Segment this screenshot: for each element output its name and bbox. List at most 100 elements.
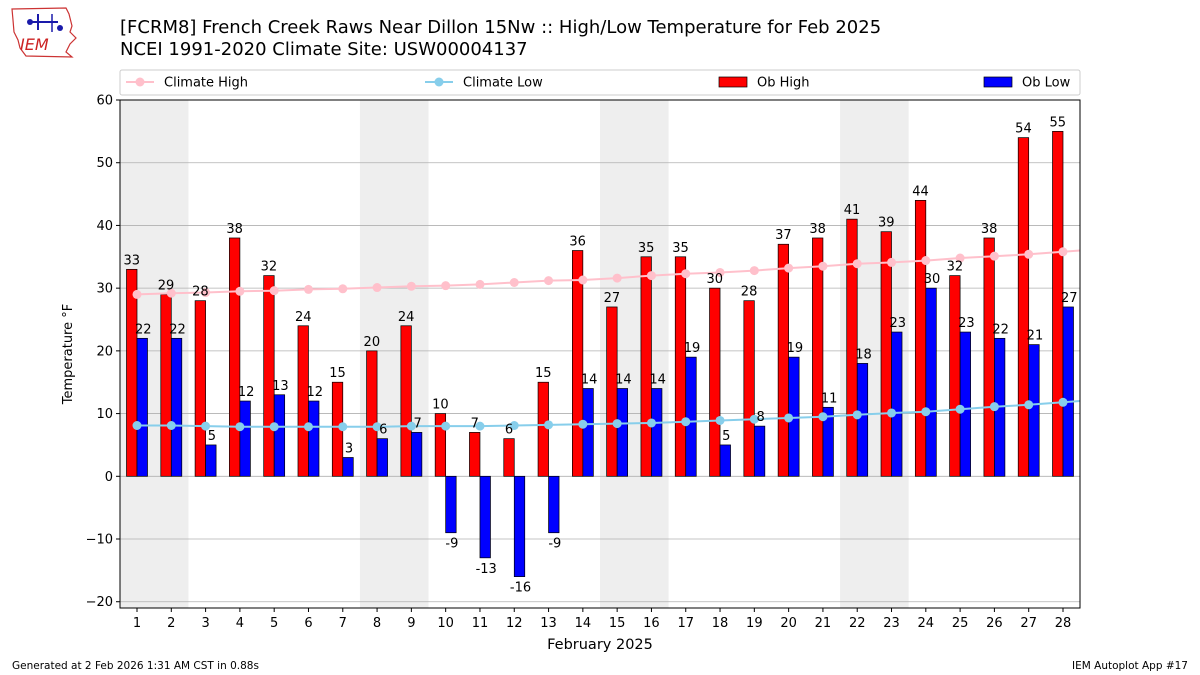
climate-high-point <box>578 275 588 285</box>
x-tick-label: 2 <box>167 616 175 631</box>
ob-high-label: 27 <box>604 291 621 306</box>
ob-high-bar <box>537 381 549 477</box>
x-tick-label: 27 <box>1020 616 1037 631</box>
climate-low-point <box>887 408 897 418</box>
ob-low-bar <box>342 457 354 477</box>
y-tick-label: 0 <box>105 470 113 485</box>
ob-high-label: 28 <box>741 285 758 300</box>
ob-high-bar <box>503 438 515 477</box>
climate-low-point <box>166 420 176 430</box>
ob-high-bar <box>297 325 309 477</box>
x-tick-label: 17 <box>677 616 694 631</box>
climate-low-point <box>612 419 622 429</box>
ob-high-label: 6 <box>505 423 513 438</box>
climate-low-point <box>784 413 794 423</box>
ob-high-bar <box>640 256 652 477</box>
ob-low-bar <box>273 394 286 477</box>
climate-low-point <box>989 402 999 412</box>
ob-high-label: 55 <box>1049 115 1066 130</box>
ob-low-bar <box>308 400 320 477</box>
x-tick-label: 26 <box>986 616 1003 631</box>
x-tick-label: 23 <box>883 616 900 631</box>
ob-low-bar <box>205 444 217 477</box>
ob-high-bar <box>914 199 927 477</box>
climate-low-point <box>303 422 313 432</box>
climate-low-point <box>955 404 965 414</box>
climate-low-point <box>338 422 348 432</box>
app-note: IEM Autoplot App #17 <box>1072 660 1188 672</box>
ob-low-label: -9 <box>445 537 458 552</box>
legend-label: Climate Low <box>463 76 543 91</box>
ob-high-bar <box>949 275 961 477</box>
ob-low-bar <box>136 337 148 477</box>
ob-high-label: 37 <box>775 228 792 243</box>
ob-low-bar <box>411 432 423 477</box>
legend-box <box>119 69 1081 96</box>
x-tick-label: 5 <box>270 616 278 631</box>
ob-high-bar <box>572 250 584 477</box>
x-tick-label: 24 <box>918 616 935 631</box>
climate-low-point <box>132 420 142 430</box>
ob-low-bar <box>1028 344 1040 477</box>
ob-high-bar <box>434 413 447 477</box>
x-tick-label: 11 <box>472 616 489 631</box>
climate-low-point <box>646 418 656 428</box>
climate-low-point <box>578 419 588 429</box>
ob-low-label: 22 <box>992 322 1009 337</box>
climate-low-point <box>681 417 691 427</box>
ob-high-label: 24 <box>295 310 312 325</box>
climate-high-point <box>1058 247 1068 257</box>
ob-low-label: 5 <box>208 429 216 444</box>
x-tick-label: 16 <box>643 616 660 631</box>
climate-high-point <box>715 267 725 277</box>
ob-low-label: 14 <box>649 372 666 387</box>
climate-high-point <box>441 281 451 291</box>
climate-high-point <box>784 263 794 273</box>
ob-high-label: 15 <box>535 366 552 381</box>
ob-low-label: 23 <box>889 316 906 331</box>
ob-low-label: 23 <box>958 316 975 331</box>
climate-high-point <box>166 288 176 298</box>
climate-high-point <box>887 257 897 267</box>
ob-low-bar <box>513 475 526 577</box>
ob-high-label: 35 <box>638 241 655 256</box>
ob-low-label: 14 <box>615 372 632 387</box>
legend-marker <box>434 77 444 87</box>
x-tick-label: 18 <box>712 616 729 631</box>
climate-low-point <box>715 415 725 425</box>
ob-high-label: 44 <box>912 184 929 199</box>
ob-low-bar <box>376 438 388 477</box>
ob-low-label: 3 <box>345 441 353 456</box>
ob-low-bar <box>548 475 560 534</box>
ob-low-bar <box>239 400 251 477</box>
ob-high-label: 35 <box>672 241 689 256</box>
ob-high-bar <box>777 243 789 477</box>
ob-low-label: 22 <box>169 322 186 337</box>
climate-low-point <box>818 412 828 422</box>
legend: Climate High Climate Low Ob High Ob Low <box>119 69 1081 96</box>
ob-high-bar <box>229 237 241 477</box>
x-tick-label: 10 <box>437 616 454 631</box>
x-tick-label: 22 <box>849 616 866 631</box>
x-tick-label: 6 <box>304 616 312 631</box>
ob-high-label: 30 <box>707 272 724 287</box>
ob-low-label: 21 <box>1027 329 1044 344</box>
title-line-2: NCEI 1991-2020 Climate Site: USW00004137 <box>120 39 528 60</box>
climate-high-point <box>955 253 965 263</box>
climate-low-point <box>406 421 416 431</box>
ob-high-label: 24 <box>398 310 415 325</box>
ob-low-bar <box>719 444 731 477</box>
x-tick-label: 13 <box>540 616 557 631</box>
climate-high-point <box>749 266 759 276</box>
ob-low-label: 22 <box>135 322 152 337</box>
ob-high-bar <box>1017 137 1030 477</box>
climate-high-point <box>303 284 313 294</box>
ob-low-label: 30 <box>924 272 941 287</box>
ob-low-bar <box>582 388 594 477</box>
legend-bar-swatch <box>983 76 1013 88</box>
ob-low-label: 27 <box>1061 291 1078 306</box>
ob-high-label: 32 <box>261 260 278 275</box>
ob-high-label: 54 <box>1015 122 1032 137</box>
x-tick-label: 20 <box>780 616 797 631</box>
ob-high-bar <box>743 300 755 477</box>
